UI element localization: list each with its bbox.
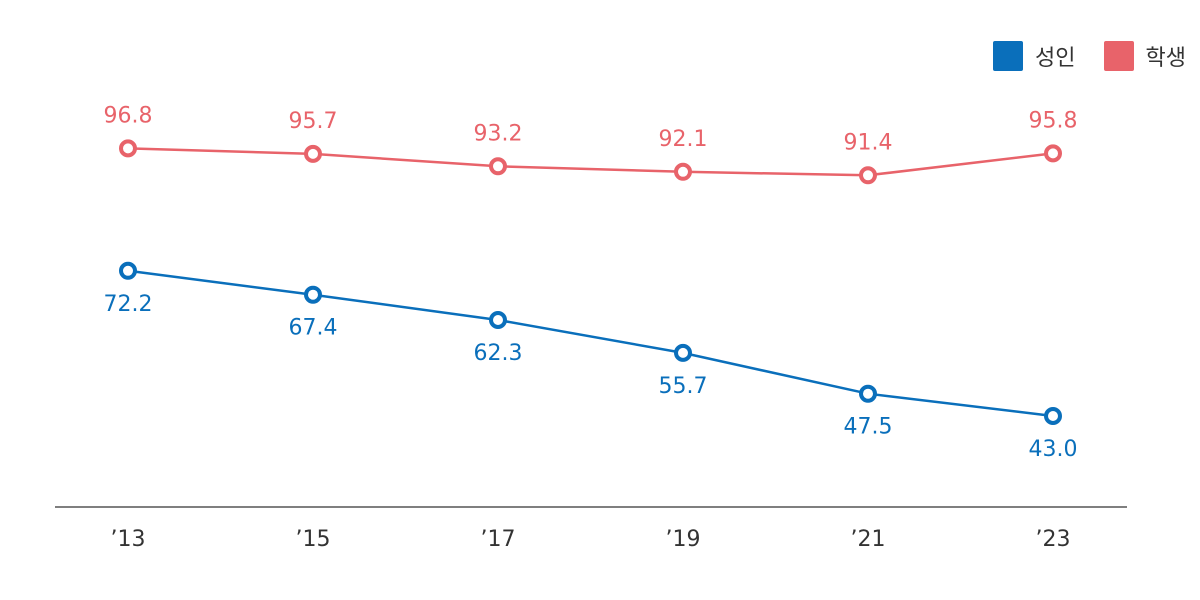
data-label-student: 95.8: [1029, 108, 1078, 133]
data-label-adult: 55.7: [659, 374, 708, 399]
data-point-adult: [859, 384, 877, 403]
data-point-student: [489, 157, 507, 176]
legend: 성인 학생: [993, 40, 1186, 72]
data-label-student: 95.7: [289, 109, 338, 134]
legend-item-adult: 성인: [993, 40, 1076, 72]
x-tick-label: ’13: [111, 527, 146, 552]
data-label-adult: 67.4: [289, 316, 338, 341]
data-label-student: 93.2: [474, 121, 523, 146]
legend-label-student: 학생: [1145, 46, 1186, 71]
data-point-student: [119, 139, 137, 158]
data-point-student: [304, 144, 322, 163]
legend-swatch-student: [1103, 41, 1134, 71]
x-tick-label: ’15: [296, 527, 331, 552]
data-point-student: [1044, 144, 1062, 163]
x-tick-label: ’19: [666, 527, 701, 552]
data-point-adult: [1044, 407, 1062, 425]
data-point-student: [859, 166, 877, 185]
data-label-adult: 72.2: [104, 292, 153, 317]
x-tick-label: ’21: [851, 527, 886, 552]
series-layer: 72.2 67.4 62.3 55.7 47.5 43.0 96.8 95.7 93.2 92.1…: [104, 103, 1078, 462]
data-label-student: 92.1: [659, 127, 708, 152]
series-student: 96.8 95.7 93.2 92.1 91.4 95.8: [104, 103, 1078, 185]
legend-swatch-adult: [993, 41, 1024, 71]
legend-label-adult: 성인: [1035, 46, 1076, 71]
data-label-adult: 62.3: [474, 341, 523, 366]
data-label-student: 91.4: [844, 130, 893, 155]
data-point-adult: [674, 343, 692, 362]
data-label-adult: 43.0: [1029, 437, 1078, 462]
x-axis-tick-labels: ’13 ’15 ’17 ’19 ’21 ’23: [111, 527, 1071, 552]
data-label-student: 96.8: [104, 103, 153, 128]
data-point-adult: [489, 311, 507, 329]
data-label-adult: 47.5: [844, 415, 893, 440]
data-point-adult: [119, 261, 137, 280]
x-tick-label: ’17: [481, 527, 516, 552]
legend-item-student: 학생: [1103, 40, 1186, 72]
series-line-student: [127, 147, 1054, 177]
data-point-student: [674, 162, 692, 181]
x-tick-label: ’23: [1036, 527, 1071, 552]
data-point-adult: [304, 285, 322, 304]
series-line-adult: [127, 269, 1054, 418]
series-adult: 72.2 67.4 62.3 55.7 47.5 43.0: [104, 261, 1078, 462]
